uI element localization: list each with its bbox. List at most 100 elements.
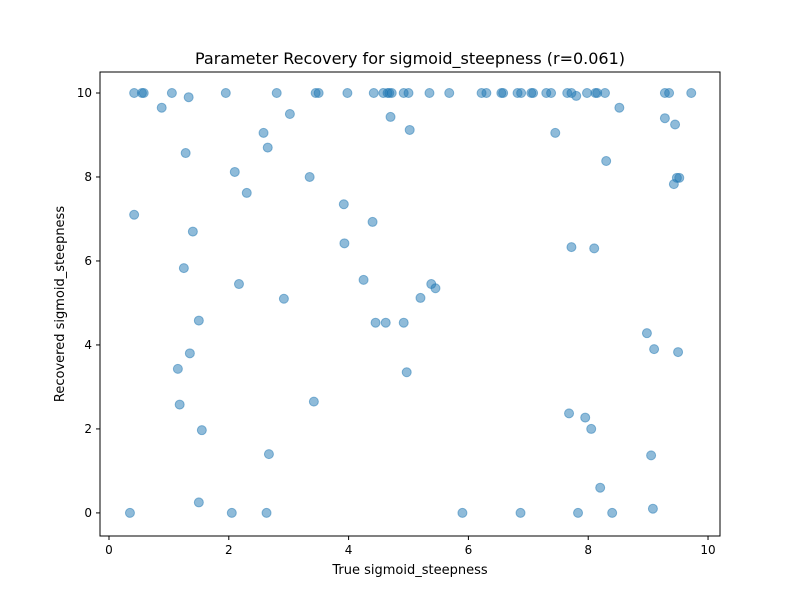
data-point-86 xyxy=(196,425,207,436)
data-point-83 xyxy=(564,408,575,419)
data-point-39 xyxy=(156,102,167,113)
data-point-10 xyxy=(368,88,379,98)
data-point-96 xyxy=(515,507,526,518)
data-point-41 xyxy=(284,108,295,119)
data-point-98 xyxy=(607,507,618,518)
data-point-85 xyxy=(586,423,597,434)
data-point-93 xyxy=(226,507,237,518)
data-point-47 xyxy=(550,127,561,138)
data-point-40 xyxy=(614,102,625,113)
y-tick-label-10: 10 xyxy=(77,86,92,100)
y-tick-label-6: 6 xyxy=(84,254,92,268)
data-point-44 xyxy=(670,119,681,130)
data-point-84 xyxy=(580,412,591,423)
data-point-18 xyxy=(444,88,455,98)
data-points xyxy=(124,88,697,518)
data-point-88 xyxy=(646,450,657,461)
data-point-51 xyxy=(229,166,240,177)
x-tick-label-4: 4 xyxy=(345,543,353,557)
data-point-58 xyxy=(129,209,140,220)
data-point-90 xyxy=(193,497,204,508)
data-point-68 xyxy=(430,283,441,294)
y-tick-label-8: 8 xyxy=(84,170,92,184)
data-point-69 xyxy=(415,292,426,303)
data-point-2 xyxy=(138,88,149,98)
y-axis-ticks: 0 2 4 6 8 10 xyxy=(77,86,100,520)
data-point-8 xyxy=(313,88,324,98)
axes-frame xyxy=(99,71,721,537)
data-point-92 xyxy=(124,507,135,518)
data-point-55 xyxy=(668,179,679,190)
data-point-77 xyxy=(184,348,195,359)
data-point-54 xyxy=(674,172,685,183)
data-point-64 xyxy=(178,263,189,274)
data-point-9 xyxy=(342,88,353,98)
x-tick-label-10: 10 xyxy=(700,543,715,557)
data-point-60 xyxy=(187,226,198,237)
data-point-26 xyxy=(528,88,539,98)
data-point-36 xyxy=(664,88,675,98)
data-point-59 xyxy=(367,216,378,227)
data-point-6 xyxy=(271,88,282,98)
data-point-87 xyxy=(263,449,274,460)
data-point-97 xyxy=(573,507,584,518)
data-point-4 xyxy=(183,92,194,103)
chart-title: Parameter Recovery for sigmoid_steepness… xyxy=(195,49,625,69)
data-point-89 xyxy=(595,482,606,493)
data-point-62 xyxy=(566,242,577,253)
data-point-28 xyxy=(546,88,557,98)
data-point-56 xyxy=(241,187,252,198)
data-point-74 xyxy=(398,317,409,328)
data-point-20 xyxy=(481,88,492,98)
x-tick-label-8: 8 xyxy=(584,543,592,557)
data-point-79 xyxy=(172,363,183,374)
data-point-72 xyxy=(370,317,381,328)
data-point-78 xyxy=(673,347,684,358)
x-tick-label-2: 2 xyxy=(225,543,233,557)
data-point-80 xyxy=(401,367,412,378)
x-tick-label-6: 6 xyxy=(465,543,473,557)
data-point-24 xyxy=(516,88,527,98)
data-point-49 xyxy=(180,148,191,159)
data-point-81 xyxy=(308,396,319,407)
data-point-73 xyxy=(380,317,391,328)
data-point-17 xyxy=(424,88,435,98)
data-point-34 xyxy=(599,88,610,98)
data-point-38 xyxy=(571,90,582,101)
data-point-43 xyxy=(659,113,670,124)
data-point-14 xyxy=(386,88,397,98)
y-tick-label-0: 0 xyxy=(84,506,92,520)
y-tick-label-2: 2 xyxy=(84,422,92,436)
data-point-61 xyxy=(339,238,350,249)
data-point-94 xyxy=(261,507,272,518)
data-point-95 xyxy=(457,507,468,518)
data-point-75 xyxy=(641,328,652,339)
data-point-71 xyxy=(193,315,204,326)
data-point-5 xyxy=(220,88,231,98)
data-point-37 xyxy=(686,88,697,98)
data-point-76 xyxy=(649,344,660,355)
data-point-16 xyxy=(403,88,414,98)
data-point-22 xyxy=(498,88,509,98)
data-point-3 xyxy=(166,88,177,98)
data-point-31 xyxy=(582,88,593,98)
data-point-63 xyxy=(589,243,600,254)
data-point-42 xyxy=(385,111,396,122)
y-axis-label: Recovered sigmoid_steepness xyxy=(53,206,68,402)
x-axis-label: True sigmoid_steepness xyxy=(331,563,487,578)
data-point-66 xyxy=(233,279,244,290)
data-point-46 xyxy=(258,127,269,138)
data-point-57 xyxy=(338,199,349,210)
data-point-45 xyxy=(404,124,415,135)
x-tick-label-0: 0 xyxy=(105,543,113,557)
data-point-50 xyxy=(601,156,612,167)
data-point-82 xyxy=(174,399,185,410)
data-point-65 xyxy=(358,274,369,285)
x-axis-ticks: 0 2 4 6 8 10 xyxy=(105,536,716,557)
data-point-48 xyxy=(262,142,273,153)
y-tick-label-4: 4 xyxy=(84,338,92,352)
data-point-70 xyxy=(278,293,289,304)
